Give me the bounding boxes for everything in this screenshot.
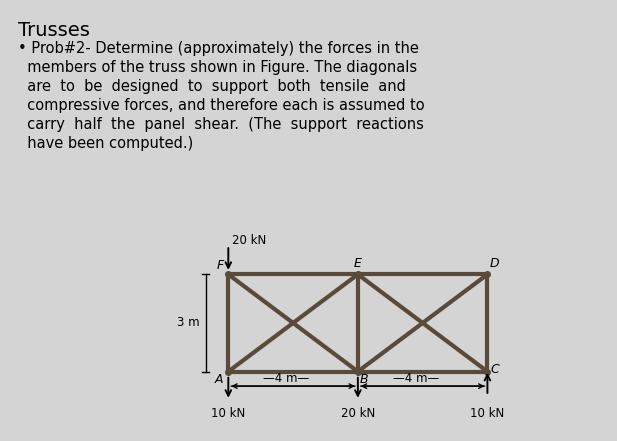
Text: are  to  be  designed  to  support  both  tensile  and: are to be designed to support both tensi… [18,79,406,94]
Text: members of the truss shown in Figure. The diagonals: members of the truss shown in Figure. Th… [18,60,417,75]
Text: 20 kN: 20 kN [232,234,267,247]
Text: —4 m—: —4 m— [263,372,310,385]
Text: compressive forces, and therefore each is assumed to: compressive forces, and therefore each i… [18,98,424,113]
Text: D: D [490,257,500,269]
Text: 3 m: 3 m [177,317,200,329]
Text: E: E [354,257,362,269]
Text: Trusses: Trusses [18,21,90,40]
Text: • Prob#2- Determine (approximately) the forces in the: • Prob#2- Determine (approximately) the … [18,41,419,56]
Text: carry  half  the  panel  shear.  (The  support  reactions: carry half the panel shear. (The support… [18,117,424,132]
Text: F: F [216,259,223,272]
Text: —4 m—: —4 m— [393,372,439,385]
Text: 10 kN: 10 kN [470,407,505,420]
Text: C: C [490,363,499,377]
Text: have been computed.): have been computed.) [18,136,193,151]
Text: 10 kN: 10 kN [211,407,246,420]
Text: 20 kN: 20 kN [341,407,375,420]
Text: A: A [215,373,223,386]
Text: B: B [360,373,368,386]
